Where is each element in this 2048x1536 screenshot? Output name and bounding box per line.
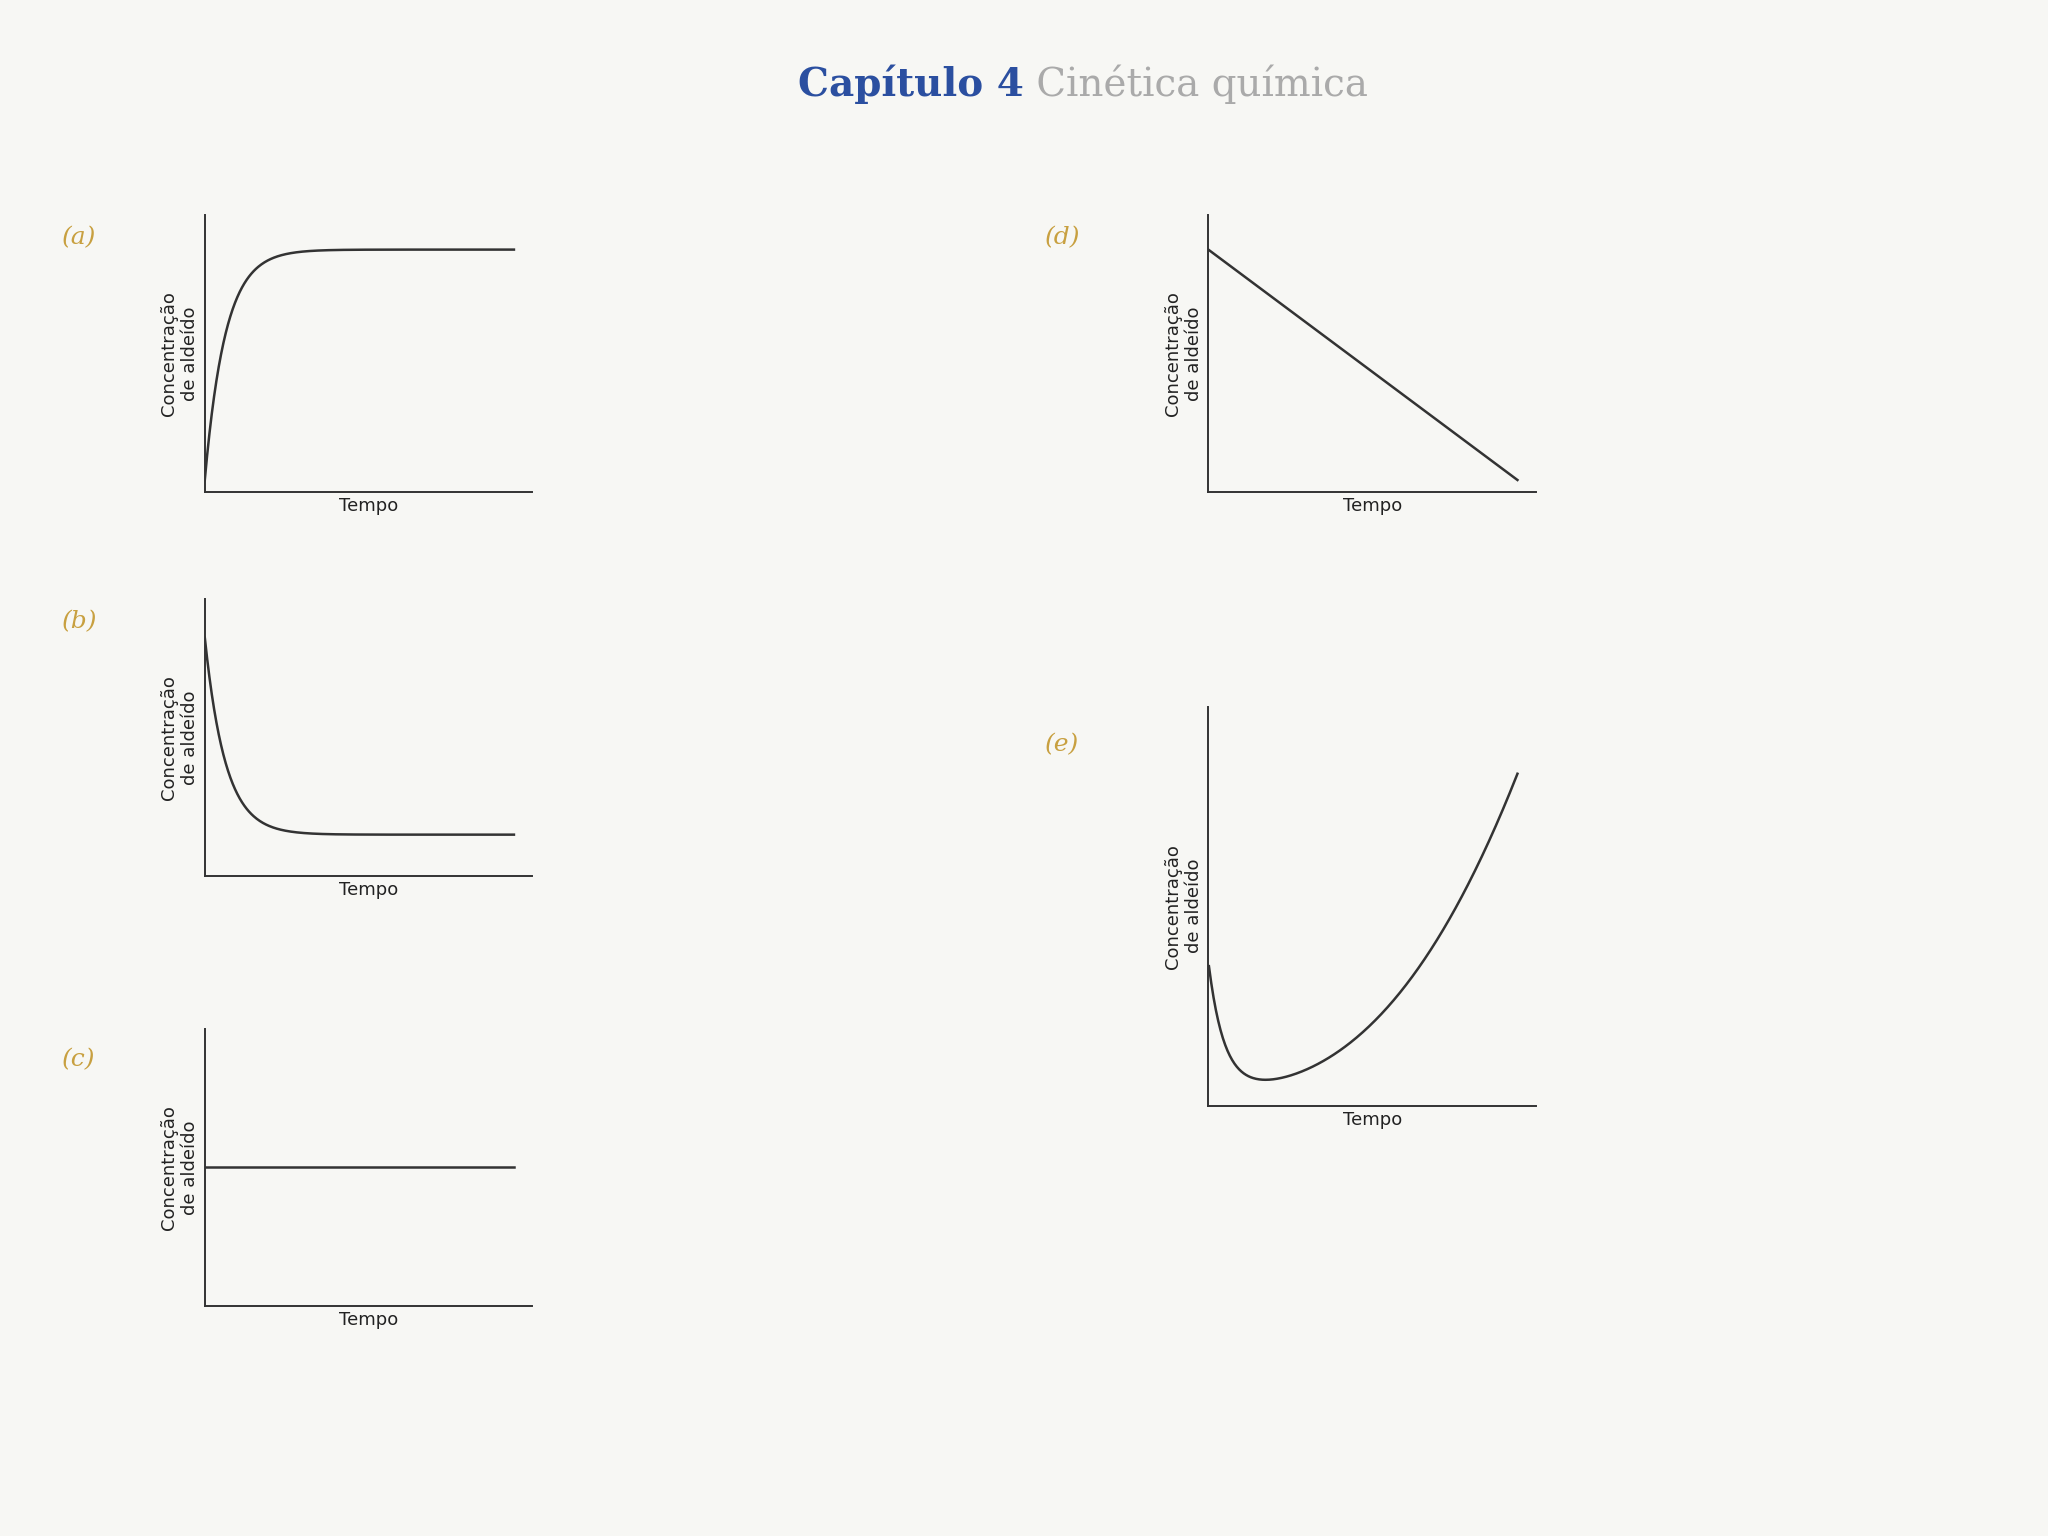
Y-axis label: Concentração
de aldeído: Concentração de aldeído [1163,290,1202,416]
Text: (d): (d) [1044,227,1079,249]
X-axis label: Tempo: Tempo [340,1312,397,1329]
X-axis label: Tempo: Tempo [1343,498,1401,515]
Y-axis label: Concentração
de aldeído: Concentração de aldeído [160,674,199,800]
X-axis label: Tempo: Tempo [1343,1112,1401,1129]
Y-axis label: Concentração
de aldeído: Concentração de aldeído [1163,843,1202,969]
Text: (c): (c) [61,1049,94,1071]
Text: Cinética química: Cinética química [1024,65,1368,104]
Y-axis label: Concentração
de aldeído: Concentração de aldeído [160,290,199,416]
X-axis label: Tempo: Tempo [340,882,397,899]
Y-axis label: Concentração
de aldeído: Concentração de aldeído [160,1104,199,1230]
Text: (e): (e) [1044,734,1079,756]
Text: (a): (a) [61,227,96,249]
X-axis label: Tempo: Tempo [340,498,397,515]
Text: (b): (b) [61,611,96,633]
Text: Capítulo 4: Capítulo 4 [799,65,1024,104]
